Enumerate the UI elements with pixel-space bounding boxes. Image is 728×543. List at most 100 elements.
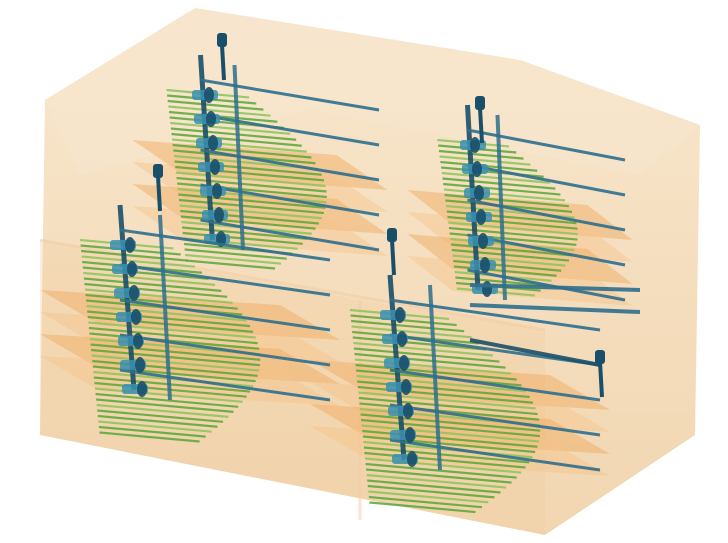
wire-rod	[200, 78, 380, 112]
connector-node	[137, 381, 147, 397]
fiber-strand	[82, 266, 209, 280]
fiber-strand	[367, 479, 501, 494]
fiber-strand	[93, 376, 251, 393]
fiber-strand	[441, 171, 550, 184]
fiber-strand	[368, 490, 489, 504]
fiber-strand	[184, 248, 287, 260]
wire-rod	[200, 113, 380, 147]
connector-node	[474, 185, 484, 201]
fiber-strand	[439, 155, 531, 166]
connector-node	[127, 261, 137, 277]
pin-head	[595, 350, 605, 364]
fiber-strand	[352, 336, 487, 351]
fiber-strand	[358, 396, 538, 416]
fiber-strand	[170, 127, 297, 141]
fiber-strand	[168, 105, 271, 117]
fiber-strand	[172, 143, 312, 159]
fiber-strand	[363, 446, 530, 464]
fiber-strand	[367, 484, 495, 499]
pin-heads	[153, 33, 605, 398]
fiber-strand	[361, 424, 540, 443]
connector-node	[405, 427, 415, 443]
fiber-strand	[84, 282, 228, 298]
fiber-strand	[368, 495, 483, 509]
fiber-strand	[81, 255, 196, 268]
fiber-strand	[366, 468, 512, 484]
connector-node	[206, 111, 216, 127]
fiber-strand	[96, 398, 234, 413]
wire-rod	[467, 128, 626, 162]
fiber-strand	[455, 276, 547, 287]
wire-rod	[119, 228, 331, 262]
pin-shaft	[598, 361, 604, 398]
pin-head	[217, 33, 227, 47]
fiber-strand	[450, 243, 573, 257]
wire-rod	[119, 298, 331, 332]
connector-node	[129, 285, 139, 301]
fiber-strand	[185, 253, 282, 265]
connector-node	[480, 257, 490, 273]
fiber-strand	[179, 204, 322, 220]
fiber-strand	[357, 380, 530, 399]
connector-node	[204, 87, 214, 103]
connector-node	[478, 233, 488, 249]
fiber-strand	[356, 374, 526, 393]
fiber-strand	[366, 473, 507, 489]
fiber-strand	[98, 425, 206, 438]
fiber-strand	[98, 420, 212, 433]
connector-node	[401, 379, 411, 395]
fiber-strand	[353, 347, 500, 363]
wire-rod	[119, 333, 331, 367]
fiber-strand	[85, 293, 238, 310]
fiber-strand	[360, 413, 541, 432]
wire-rod	[389, 368, 601, 402]
wire-rod	[389, 298, 601, 332]
fiber-strand	[364, 457, 522, 474]
fiber-strand	[92, 359, 258, 377]
fiber-strand	[168, 110, 278, 123]
fiber-strand	[351, 319, 465, 333]
fiber-strand	[167, 99, 264, 111]
wire-rail	[469, 283, 641, 292]
fiber-strand	[176, 176, 327, 193]
wire-rod	[467, 198, 626, 232]
fiber-strand	[448, 226, 578, 241]
pin-shaft	[390, 239, 396, 276]
fiber-strand	[438, 149, 524, 160]
connector-node	[135, 357, 145, 373]
pin-head	[387, 228, 397, 242]
fiber-strand	[95, 392, 239, 408]
wire-rail	[469, 303, 641, 314]
wire-rod	[200, 183, 380, 217]
fiber-strand	[175, 171, 326, 188]
fiber-strand	[89, 332, 260, 350]
connector-node	[133, 333, 143, 349]
pin-shaft	[156, 175, 162, 212]
connector-node	[210, 159, 220, 175]
fiber-strand	[353, 341, 493, 357]
fiber-strand	[182, 226, 308, 240]
connector-node	[397, 331, 407, 347]
wire-rod	[389, 438, 601, 472]
fiber-strand	[358, 391, 536, 410]
fiber-strand	[83, 277, 222, 292]
wire-rod	[389, 403, 601, 437]
fiber-strand	[84, 288, 233, 304]
wire-rod	[200, 148, 380, 182]
fiber-strand	[361, 418, 540, 438]
fiber-strand	[87, 310, 251, 328]
fiber-strand	[91, 348, 261, 367]
fiber-strand	[87, 315, 254, 333]
connector-node	[125, 237, 135, 253]
fiber-strand	[97, 414, 218, 428]
fiber-strand	[359, 402, 540, 421]
fiber-strand	[81, 249, 188, 262]
fiber-strand	[92, 365, 256, 383]
connector-node	[395, 307, 405, 323]
connector-node	[399, 355, 409, 371]
wire-rod	[200, 218, 380, 252]
wire-rod	[119, 368, 331, 402]
pin-shaft	[478, 107, 484, 144]
fiber-strand	[170, 121, 291, 135]
